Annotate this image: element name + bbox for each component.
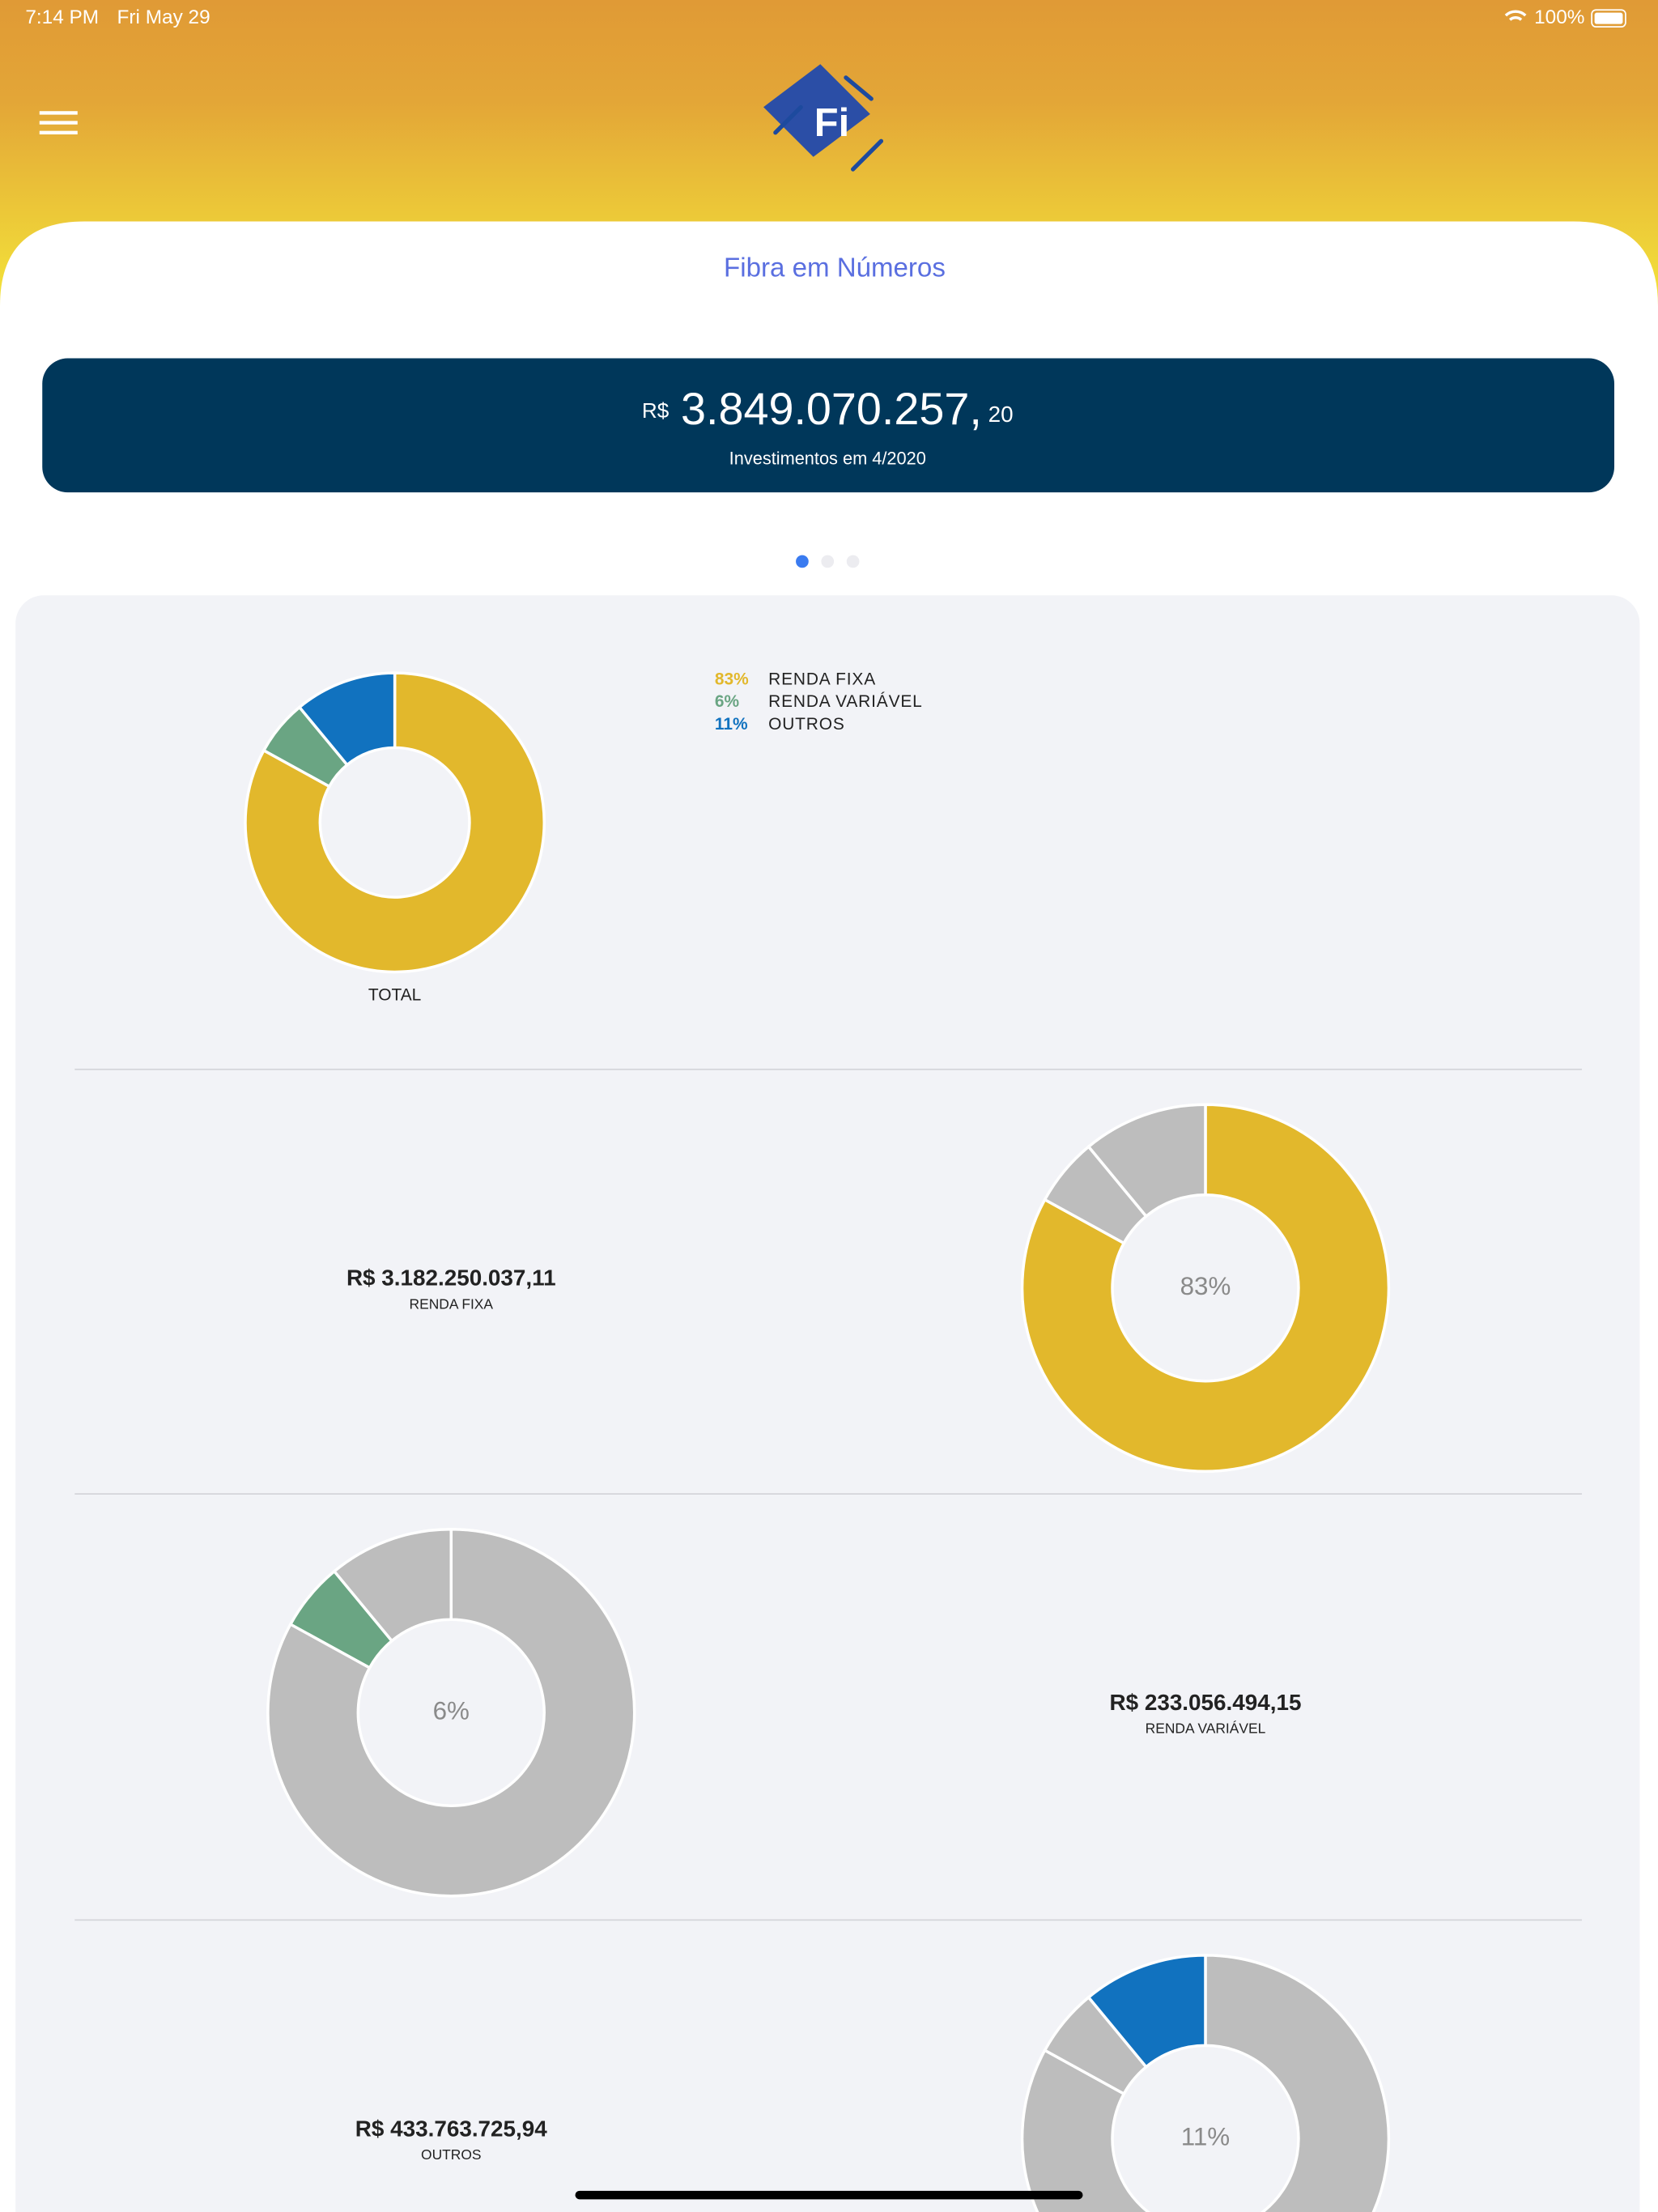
summary-card	[42, 358, 1615, 493]
status-battery: 100%	[1534, 6, 1584, 28]
page-dot-active[interactable]	[796, 555, 809, 568]
home-indicator	[575, 2190, 1083, 2200]
pie-slice	[244, 671, 546, 974]
summary-amount: R$ 3.849.070.257, 20	[642, 383, 1014, 433]
charts: TOTAL 83% RENDA FIXA 6% RENDA VARIÁVEL 11% OUT…	[74, 670, 1582, 2212]
section-amount: R$ 433.763.725,94	[355, 2116, 547, 2141]
pie-slice	[1020, 1954, 1391, 2212]
legend-value: 11%	[715, 715, 748, 734]
status-date: Fri May 29	[117, 6, 210, 28]
pie-slice	[1086, 1954, 1207, 2069]
status-time: 7:14 PM	[25, 6, 99, 28]
legend-label: OUTROS	[768, 715, 845, 734]
pie-slice	[266, 1527, 636, 1898]
page-title: Fibra em Números	[724, 253, 946, 283]
pie-slice	[297, 671, 397, 768]
wifi-icon	[1504, 10, 1527, 21]
pie-slice	[332, 1527, 453, 1644]
section-amount: R$ 233.056.494,15	[1110, 1690, 1302, 1715]
legend-label: RENDA VARIÁVEL	[768, 692, 923, 711]
battery-icon	[1591, 9, 1626, 28]
center-label: 83%	[1180, 1272, 1231, 1300]
page-dot[interactable]	[846, 555, 860, 568]
amount: 3.849.070.257,	[681, 383, 982, 433]
legend-label: RENDA FIXA	[768, 670, 876, 688]
section-amount: R$ 3.182.250.037,11	[346, 1266, 556, 1291]
summary-caption: Investimentos em 4/2020	[729, 449, 926, 469]
battery-level	[1594, 12, 1623, 24]
svg-text:Fi: Fi	[814, 101, 849, 145]
legend-value: 6%	[715, 692, 740, 711]
logo: Fi	[763, 64, 884, 172]
pie-slice	[1086, 1103, 1207, 1219]
chart-label: TOTAL	[368, 986, 421, 1005]
section-label: OUTROS	[421, 2146, 481, 2163]
cents: 20	[988, 402, 1014, 427]
section-label: RENDA FIXA	[410, 1295, 494, 1312]
menu-button[interactable]	[39, 111, 78, 134]
section-label: RENDA VARIÁVEL	[1146, 1721, 1266, 1737]
pie-slice	[1020, 1103, 1391, 1473]
legend-value: 83%	[715, 670, 749, 688]
center-label: 6%	[433, 1696, 470, 1725]
center-label: 11%	[1181, 2123, 1230, 2151]
page-dot[interactable]	[821, 555, 835, 568]
currency: R$	[642, 398, 670, 423]
